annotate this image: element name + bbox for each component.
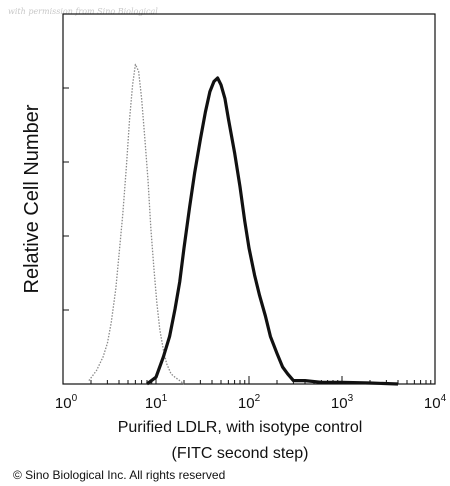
x-tick-label: 104	[424, 393, 447, 412]
series-layer	[88, 63, 399, 386]
isotype-control-line	[88, 63, 185, 385]
x-tick-label: 103	[331, 393, 354, 412]
y-axis-label: Relative Cell Number	[21, 104, 43, 293]
x-axis-label-line2: (FITC second step)	[172, 445, 309, 462]
plot-frame	[62, 13, 436, 385]
watermark-text: with permission from Sino Biological	[8, 7, 158, 16]
x-tick-label: 102	[238, 393, 261, 412]
x-axis-ticks: 100 101 102 103 104	[55, 376, 447, 412]
x-axis-label: Purified LDLR, with isotype control	[118, 419, 363, 436]
y-axis-ticks	[63, 87, 69, 311]
ldlr-line	[146, 76, 399, 386]
x-tick-label: 100	[55, 393, 78, 412]
copyright-text: © Sino Biological Inc. All rights reserv…	[13, 468, 225, 482]
x-tick-label: 101	[145, 393, 168, 412]
